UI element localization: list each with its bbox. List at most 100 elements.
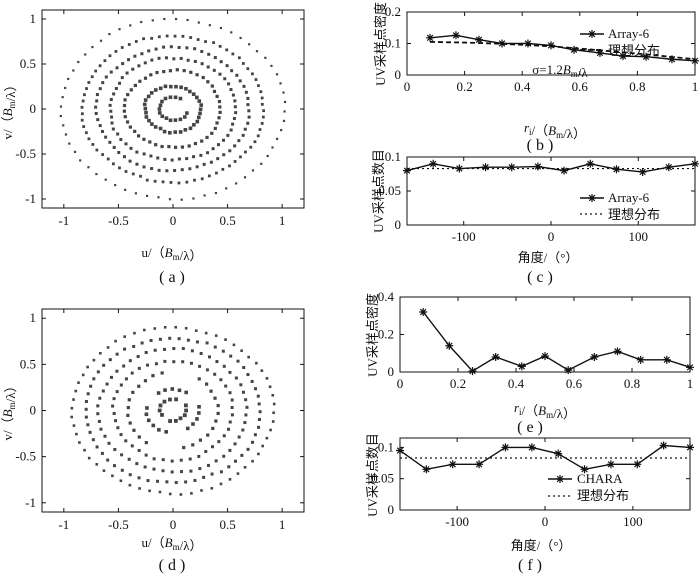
uv-sample-point — [135, 150, 139, 154]
uv-sample-point — [209, 389, 213, 393]
x-tick-label: -100 — [445, 514, 469, 529]
uv-sample-point — [146, 479, 150, 483]
uv-sample-point — [86, 423, 90, 427]
uv-sample-point — [246, 103, 250, 107]
uv-sample-point — [223, 77, 227, 81]
uv-sample-point — [213, 56, 217, 60]
uv-sample-point — [239, 155, 242, 159]
x-tick-label: 0.4 — [514, 79, 531, 94]
uv-sample-point — [160, 99, 164, 104]
uv-sample-point — [108, 358, 112, 362]
uv-sample-point — [94, 111, 98, 115]
uv-sample-point — [115, 390, 119, 394]
y-tick-label: 0.4 — [378, 289, 395, 304]
uv-sample-point — [195, 95, 199, 100]
uv-sample-point — [180, 198, 183, 201]
uv-sample-point — [161, 458, 165, 462]
uv-sample-point — [247, 109, 251, 113]
uv-sample-point — [170, 158, 174, 162]
uv-sample-point — [132, 428, 136, 432]
uv-sample-point — [113, 464, 117, 468]
uv-sample-point — [137, 476, 141, 480]
uv-sample-point — [143, 76, 148, 80]
uv-sample-point — [253, 433, 257, 437]
uv-sample-point — [243, 465, 247, 469]
uv-sample-point — [233, 99, 237, 103]
uv-sample-point — [229, 128, 233, 132]
uv-sample-point — [256, 394, 260, 398]
uv-sample-point — [136, 134, 141, 138]
y-tick-label: 0 — [388, 502, 395, 517]
uv-sample-point — [206, 433, 210, 437]
uv-sample-point — [238, 79, 242, 83]
uv-sample-point — [236, 359, 240, 363]
uv-sample-point — [228, 391, 232, 395]
uv-sample-point — [260, 162, 263, 165]
y-tick-label: 0 — [388, 364, 395, 379]
data-point — [691, 159, 699, 168]
uv-sample-point — [168, 336, 172, 340]
uv-sample-point — [95, 99, 99, 103]
uv-sample-point — [214, 191, 218, 195]
uv-sample-point — [214, 334, 218, 337]
uv-sample-point — [153, 327, 157, 330]
uv-sample-point — [137, 435, 141, 439]
uv-sample-point — [230, 69, 234, 73]
uv-sample-point — [163, 157, 167, 161]
uv-sample-point — [135, 162, 139, 166]
uv-sample-point — [67, 77, 70, 81]
uv-sample-point — [122, 109, 126, 113]
uv-sample-point — [158, 490, 162, 494]
x-tick-label: 0.8 — [629, 79, 645, 94]
uv-sample-point — [124, 439, 128, 443]
uv-sample-point — [151, 374, 155, 378]
uv-sample-point — [162, 399, 167, 404]
uv-sample-point — [128, 421, 132, 425]
uv-sample-point — [178, 96, 183, 101]
data-point — [664, 163, 673, 172]
uv-sample-point — [257, 452, 260, 456]
uv-sample-point — [225, 64, 229, 68]
uv-sample-point — [216, 157, 220, 161]
uv-sample-point — [157, 111, 162, 115]
uv-sample-point — [246, 67, 250, 71]
uv-sample-point — [241, 428, 245, 432]
uv-sample-point — [271, 420, 275, 423]
uv-sample-point — [257, 417, 261, 421]
uv-sample-point — [123, 115, 127, 119]
uv-sample-point — [199, 103, 204, 107]
data-point — [560, 166, 569, 175]
uv-sample-point — [91, 45, 94, 49]
uv-sample-point — [279, 82, 282, 85]
uv-sample-point — [204, 450, 208, 454]
uv-sample-point — [195, 165, 199, 169]
uv-sample-point — [195, 119, 200, 124]
uv-sample-point — [122, 103, 127, 108]
uv-sample-point — [134, 40, 138, 43]
x-axis-label: ri/（Bm/λ） — [524, 120, 586, 141]
uv-sample-point — [276, 137, 279, 140]
uv-sample-point — [123, 347, 127, 351]
uv-sample-point — [148, 140, 152, 144]
uv-sample-point — [222, 138, 226, 142]
uv-sample-point — [127, 457, 131, 461]
uv-sample-point — [160, 144, 164, 149]
uv-sample-point — [133, 83, 137, 88]
uv-sample-point — [144, 110, 148, 115]
uv-sample-point — [140, 52, 144, 56]
y-tick-label: 0.2 — [385, 4, 401, 19]
uv-sample-point — [82, 125, 86, 128]
uv-sample-point — [224, 384, 228, 388]
uv-sample-point — [168, 419, 172, 423]
uv-sample-point — [122, 155, 126, 159]
uv-sample-point — [146, 418, 151, 423]
uv-sample-point — [127, 58, 131, 62]
uv-sample-point — [89, 384, 93, 388]
uv-sample-point — [163, 325, 167, 329]
uv-sample-point — [165, 169, 169, 173]
uv-sample-point — [198, 438, 203, 442]
uv-sample-point — [118, 28, 121, 31]
chart-panel-a: -1 -0.5 0 0.5 1 1 0.5 0 -0.5 -1 u/（Bm/λ） v/（Bm/λ） ( … — [0, 9, 305, 286]
uv-sample-point — [80, 112, 84, 116]
uv-sample-point — [243, 421, 247, 425]
